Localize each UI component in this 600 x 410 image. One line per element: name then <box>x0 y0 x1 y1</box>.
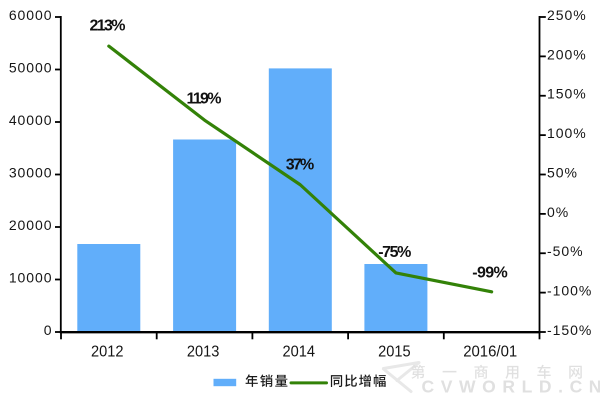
svg-text:100%: 100% <box>547 125 587 141</box>
svg-text:2014: 2014 <box>283 344 316 361</box>
svg-text:0: 0 <box>44 322 53 338</box>
svg-text:30000: 30000 <box>9 164 53 180</box>
svg-text:2013: 2013 <box>187 344 220 361</box>
svg-text:119%: 119% <box>187 91 222 108</box>
svg-text:-50%: -50% <box>547 243 583 259</box>
svg-text:10000: 10000 <box>9 269 53 285</box>
svg-text:60000: 60000 <box>9 7 53 23</box>
svg-text:213%: 213% <box>90 18 126 35</box>
svg-text:-99%: -99% <box>472 264 508 281</box>
svg-text:0%: 0% <box>547 204 569 220</box>
svg-text:50000: 50000 <box>9 59 53 75</box>
svg-text:CVWORLD.CN: CVWORLD.CN <box>422 377 600 397</box>
svg-text:2012: 2012 <box>91 344 124 361</box>
svg-text:150%: 150% <box>547 86 587 102</box>
svg-text:200%: 200% <box>547 46 587 62</box>
svg-text:250%: 250% <box>547 7 587 23</box>
svg-text:-150%: -150% <box>547 322 592 338</box>
svg-text:2016/01: 2016/01 <box>463 344 517 361</box>
svg-text:20000: 20000 <box>9 217 53 233</box>
svg-text:-75%: -75% <box>378 244 411 261</box>
svg-text:2015: 2015 <box>378 344 411 361</box>
svg-text:50%: 50% <box>547 164 578 180</box>
svg-text:40000: 40000 <box>9 112 53 128</box>
svg-text:37%: 37% <box>286 157 315 174</box>
svg-text:-100%: -100% <box>547 283 592 299</box>
